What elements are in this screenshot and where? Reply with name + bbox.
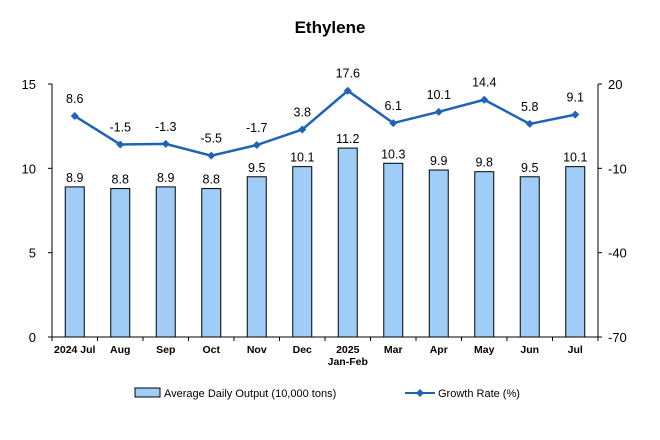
line-data-label: 6.1 bbox=[385, 99, 402, 113]
bar bbox=[565, 166, 586, 338]
line-point bbox=[525, 119, 534, 128]
chart-title: Ethylene bbox=[294, 18, 366, 37]
x-tick-label: Dec bbox=[293, 344, 312, 356]
line-data-label: 8.6 bbox=[66, 92, 83, 106]
y-right-tick-label: -40 bbox=[608, 246, 627, 261]
y-right-tick-label: -70 bbox=[608, 330, 627, 345]
bar-data-label: 8.9 bbox=[157, 171, 174, 185]
bar-data-label: 10.1 bbox=[290, 151, 314, 165]
bar-data-label: 9.5 bbox=[248, 161, 265, 175]
bar bbox=[110, 188, 131, 338]
y-left-tick-label: 15 bbox=[22, 77, 36, 92]
line-point bbox=[116, 140, 125, 149]
bar bbox=[64, 186, 85, 338]
x-tick-label: Aug bbox=[110, 344, 130, 356]
line-point bbox=[298, 125, 307, 134]
y-left-tick-label: 5 bbox=[29, 246, 36, 261]
legend-line-label: Growth Rate (%) bbox=[438, 388, 520, 400]
line-data-label: 17.6 bbox=[336, 67, 360, 81]
line-data-label: 9.1 bbox=[567, 91, 584, 105]
line-data-label: 14.4 bbox=[472, 76, 496, 90]
legend-bar-swatch bbox=[134, 387, 161, 398]
x-tick-label: Nov bbox=[247, 344, 267, 356]
bar-data-label: 8.8 bbox=[112, 173, 129, 187]
bar-data-label: 11.2 bbox=[336, 132, 359, 146]
bar-data-label: 10.1 bbox=[563, 151, 587, 165]
line-point bbox=[389, 119, 398, 128]
x-tick-label: 2025 bbox=[336, 344, 360, 356]
growth-rate-line bbox=[74, 89, 576, 157]
y-right-tick-label: -10 bbox=[608, 161, 627, 176]
y-right-tick-label: 20 bbox=[608, 77, 622, 92]
line-point bbox=[434, 107, 443, 116]
x-tick-label: 2024 Jul bbox=[54, 344, 96, 356]
line-data-label: 5.8 bbox=[521, 100, 538, 114]
x-tick-label: Jun bbox=[520, 344, 539, 356]
line-point bbox=[207, 151, 216, 160]
bar-data-label: 9.9 bbox=[430, 154, 447, 168]
x-tick-label: Jul bbox=[568, 344, 583, 356]
bar-data-label: 9.8 bbox=[476, 156, 493, 170]
bar bbox=[428, 169, 449, 338]
bar-data-label: 9.5 bbox=[521, 161, 538, 175]
legend-line-marker bbox=[416, 389, 424, 397]
legend-bar-label: Average Daily Output (10,000 tons) bbox=[164, 388, 336, 400]
bar bbox=[246, 176, 267, 338]
x-tick-label: May bbox=[474, 344, 495, 356]
y-left-tick-label: 0 bbox=[29, 330, 36, 345]
line-point bbox=[161, 139, 170, 148]
line-data-label: -1.7 bbox=[246, 121, 268, 135]
bar-data-label: 8.9 bbox=[66, 171, 83, 185]
bar bbox=[292, 166, 313, 338]
bar-data-label: 10.3 bbox=[381, 147, 405, 161]
line-point bbox=[343, 86, 352, 95]
bar bbox=[337, 147, 358, 338]
line-data-label: -1.3 bbox=[155, 120, 177, 134]
y-left-tick-label: 10 bbox=[22, 161, 36, 176]
x-tick-label: Sep bbox=[156, 344, 175, 356]
line-point bbox=[252, 141, 261, 150]
line-data-label: 10.1 bbox=[427, 88, 451, 102]
bar bbox=[201, 188, 222, 338]
line-data-label: 3.8 bbox=[294, 106, 311, 120]
bar bbox=[383, 162, 404, 338]
line-point bbox=[480, 95, 489, 104]
line-point bbox=[70, 112, 79, 121]
line-point bbox=[571, 110, 580, 119]
x-tick-label: Apr bbox=[430, 344, 448, 356]
x-tick-label: Oct bbox=[202, 344, 220, 356]
x-tick-label: Mar bbox=[384, 344, 403, 356]
line-data-label: -5.5 bbox=[200, 132, 222, 146]
bar-data-label: 8.8 bbox=[203, 173, 220, 187]
line-data-label: -1.5 bbox=[109, 120, 131, 134]
bar bbox=[474, 171, 495, 338]
bar bbox=[155, 186, 176, 338]
bar bbox=[519, 176, 540, 338]
x-tick-label: Jan-Feb bbox=[328, 356, 368, 368]
